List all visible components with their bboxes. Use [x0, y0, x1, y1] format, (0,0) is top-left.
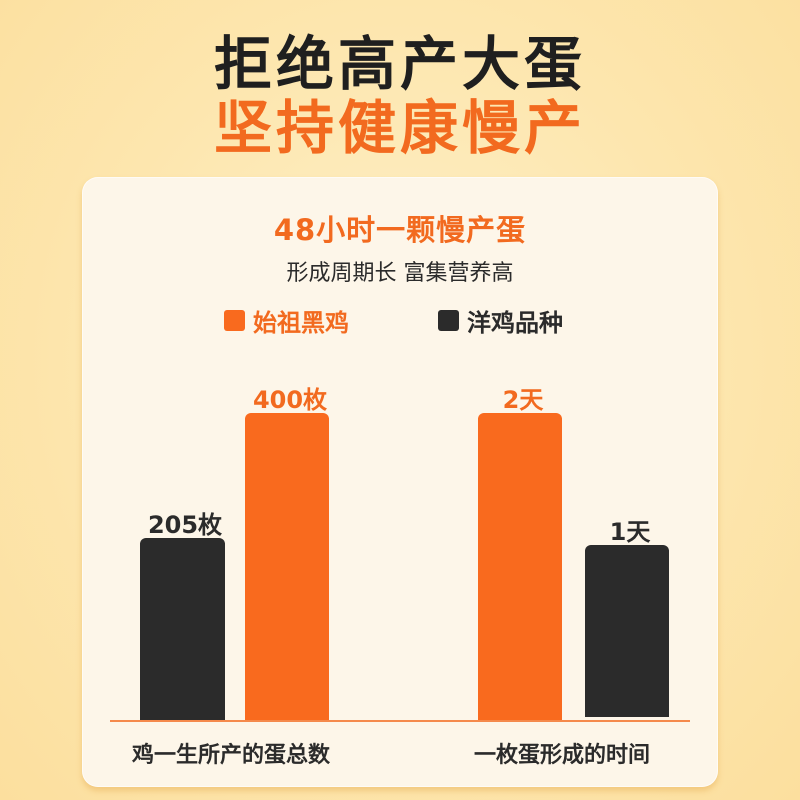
legend-swatch-orange [224, 310, 245, 331]
bar-yangji-formation-time [585, 545, 669, 717]
headline-line-2: 坚持健康慢产 [213, 94, 586, 162]
bar-value-label: 1天 [609, 518, 651, 546]
legend-label: 始祖黑鸡 [253, 309, 349, 337]
bar-value-label: 205枚 [147, 511, 223, 539]
legend-item-yangji: 洋鸡品种 [438, 303, 563, 338]
legend-label: 洋鸡品种 [467, 309, 563, 337]
headline-line-1: 拒绝高产大蛋 [213, 30, 586, 98]
bar-value-label: 400枚 [252, 386, 328, 414]
chart-card: 48小时一颗慢产蛋 形成周期长 富集营养高 始祖黑鸡 洋鸡品种 205枚 400… [82, 177, 718, 787]
legend-item-heiji: 始祖黑鸡 [224, 303, 349, 338]
bar-heiji-formation-time [478, 413, 562, 720]
category-label: 一枚蛋形成的时间 [474, 743, 651, 768]
chart-subtitle: 形成周期长 富集营养高 [286, 261, 514, 286]
chart-baseline [110, 720, 690, 722]
category-label: 鸡一生所产的蛋总数 [132, 743, 331, 768]
legend-swatch-dark [438, 310, 459, 331]
bar-value-label: 2天 [502, 386, 544, 414]
chart-title: 48小时一颗慢产蛋 [273, 213, 527, 247]
bar-yangji-egg-count [140, 538, 225, 720]
bar-heiji-egg-count [245, 413, 329, 720]
